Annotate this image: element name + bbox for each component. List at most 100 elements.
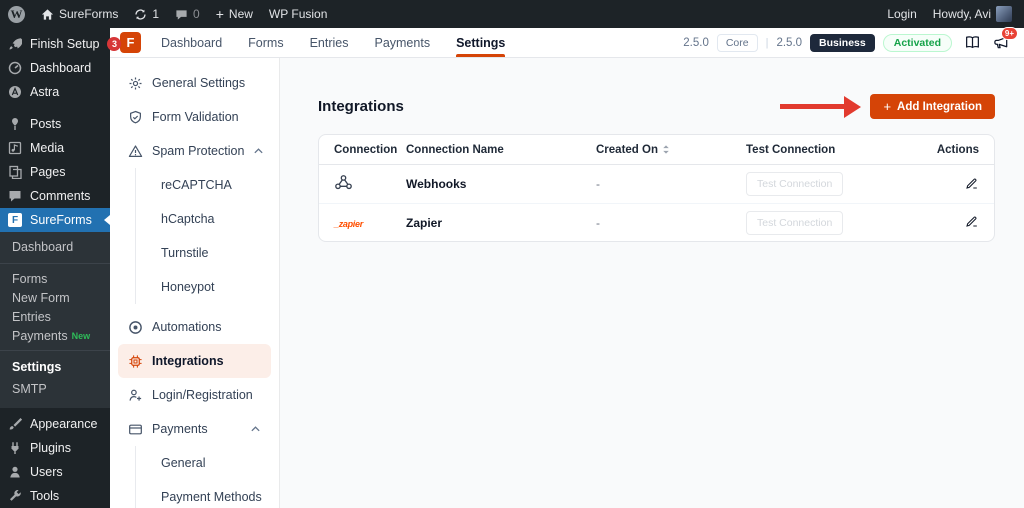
login-link[interactable]: Login — [887, 7, 916, 21]
login-label: Login — [887, 7, 917, 21]
settings-item-payment-methods[interactable]: Payment Methods — [136, 480, 279, 508]
warning-triangle-icon — [128, 144, 143, 157]
submenu-item-entries[interactable]: Entries — [0, 307, 110, 326]
test-connection-cell: Test Connection — [746, 172, 923, 196]
settings-item-label: Payment Methods — [161, 490, 262, 504]
sidebar-item-label: Appearance — [30, 417, 98, 431]
chevron-up-icon[interactable] — [253, 147, 264, 155]
user-plus-icon — [129, 389, 142, 401]
megaphone-icon — [994, 36, 1008, 49]
sidebar-item-sureforms[interactable]: F SureForms — [0, 208, 110, 232]
settings-item-label: Login/Registration — [152, 388, 253, 402]
column-header-created-on[interactable]: Created On — [596, 144, 746, 156]
automation-icon — [129, 320, 142, 334]
my-account-menu[interactable]: Howdy, Avi — [933, 6, 1012, 22]
sidebar-item-appearance[interactable]: Appearance — [0, 412, 110, 436]
settings-item-login-registration[interactable]: Login/Registration — [118, 378, 271, 412]
new-content-menu[interactable]: + New — [216, 6, 253, 22]
sidebar-item-users[interactable]: Users — [0, 460, 110, 484]
column-header-connection-name: Connection Name — [406, 143, 504, 156]
submenu-item-smtp[interactable]: SMTP — [0, 378, 110, 400]
settings-item-label: Form Validation — [152, 110, 239, 124]
settings-item-honeypot[interactable]: Honeypot — [136, 270, 279, 304]
tab-entries[interactable]: Entries — [309, 35, 349, 50]
wrench-icon — [10, 490, 21, 501]
sidebar-item-label: Finish Setup — [30, 37, 100, 51]
sidebar-item-finish-setup[interactable]: Finish Setup 3 — [0, 32, 122, 56]
test-connection-button[interactable]: Test Connection — [746, 172, 844, 196]
edit-pencil-icon[interactable] — [965, 176, 979, 190]
settings-item-form-validation[interactable]: Form Validation — [118, 100, 271, 134]
top-nav-left: F Dashboard Forms Entries Payments Setti… — [120, 28, 506, 57]
test-connection-cell: Test Connection — [746, 210, 923, 235]
site-name-label: SureForms — [59, 7, 119, 21]
table-row-zapier: _zapier Zapier - Test Connection — [319, 203, 994, 241]
submenu-item-settings[interactable]: Settings — [0, 356, 110, 378]
chevron-up-icon[interactable] — [250, 425, 261, 433]
settings-item-hcaptcha[interactable]: hCaptcha — [136, 202, 279, 236]
core-version: 2.5.0 — [683, 36, 709, 49]
sidebar-item-media[interactable]: Media — [0, 136, 110, 160]
sidebar-item-comments[interactable]: Comments — [0, 184, 110, 208]
submenu-item-payments[interactable]: Payments New — [0, 326, 110, 345]
site-name-menu[interactable]: SureForms — [41, 7, 118, 21]
wp-fusion-label: WP Fusion — [268, 7, 328, 21]
table-header-row: Connection Connection Name Created On Te… — [319, 135, 994, 165]
submenu-item-new-form[interactable]: New Form — [0, 288, 110, 307]
spam-protection-subgroup: reCAPTCHA hCaptcha Turnstile Honeypot — [135, 168, 279, 304]
updates-icon — [135, 8, 146, 20]
page-title: Integrations — [318, 98, 404, 115]
dashboard-gauge-icon — [8, 61, 22, 75]
created-on-label: Created On — [596, 143, 658, 156]
plus-icon: + — [215, 6, 224, 22]
comments-menu[interactable]: 0 — [175, 7, 200, 21]
submenu-label: New Form — [12, 290, 70, 305]
sidebar-item-astra[interactable]: Astra — [0, 80, 110, 104]
settings-item-integrations[interactable]: Integrations — [118, 344, 271, 378]
connection-name: Zapier — [406, 215, 443, 230]
column-header-connection: Connection — [334, 143, 398, 156]
settings-item-turnstile[interactable]: Turnstile — [136, 236, 279, 270]
add-integration-button[interactable]: + Add Integration — [870, 94, 995, 119]
settings-sidebar: General Settings Form Validation Spam Pr… — [110, 58, 280, 508]
sort-icon — [663, 145, 669, 154]
updates-menu[interactable]: 1 — [134, 7, 159, 21]
settings-item-automations[interactable]: Automations — [118, 310, 271, 344]
sidebar-item-plugins[interactable]: Plugins — [0, 436, 110, 460]
wp-logo-menu[interactable]: W — [8, 5, 25, 23]
tab-payments[interactable]: Payments — [374, 35, 431, 50]
book-icon — [966, 36, 979, 49]
settings-item-label: reCAPTCHA — [161, 178, 232, 192]
settings-item-payments[interactable]: Payments — [118, 412, 271, 446]
created-on-value: - — [596, 215, 600, 230]
settings-item-spam-protection[interactable]: Spam Protection — [118, 134, 271, 168]
settings-item-general-settings[interactable]: General Settings — [118, 66, 271, 100]
whats-new-button[interactable]: 9+ — [993, 27, 1018, 51]
settings-item-payments-general[interactable]: General — [136, 446, 279, 480]
created-on-value: - — [596, 177, 600, 191]
docs-button[interactable] — [964, 34, 981, 51]
wp-fusion-menu[interactable]: WP Fusion — [269, 7, 327, 21]
settings-item-label: Automations — [152, 320, 222, 334]
table-row-webhooks: Webhooks - Test Connection — [319, 165, 994, 203]
sidebar-item-posts[interactable]: Posts — [0, 112, 110, 136]
submenu-item-forms[interactable]: Forms — [0, 269, 110, 288]
sidebar-item-pages[interactable]: Pages — [0, 160, 110, 184]
sureforms-brand-logo[interactable]: F — [120, 32, 141, 53]
sidebar-item-label: Users — [30, 465, 63, 479]
settings-item-label: Spam Protection — [152, 144, 245, 158]
wordpress-logo-icon: W — [8, 5, 25, 23]
tab-forms[interactable]: Forms — [248, 35, 284, 50]
payments-new-badge: New — [71, 330, 91, 341]
settings-item-recaptcha[interactable]: reCAPTCHA — [136, 168, 279, 202]
sidebar-item-tools[interactable]: Tools — [0, 484, 110, 508]
connection-name: Webhooks — [406, 177, 467, 191]
edit-pencil-icon[interactable] — [965, 214, 979, 228]
tab-dashboard[interactable]: Dashboard — [161, 35, 223, 50]
notification-count-badge: 9+ — [1000, 27, 1018, 40]
test-connection-button[interactable]: Test Connection — [746, 210, 844, 235]
sidebar-item-dashboard[interactable]: Dashboard — [0, 56, 110, 80]
tab-settings[interactable]: Settings — [456, 28, 506, 57]
activated-badge: Activated — [882, 33, 952, 52]
submenu-item-dashboard[interactable]: Dashboard — [0, 236, 110, 258]
